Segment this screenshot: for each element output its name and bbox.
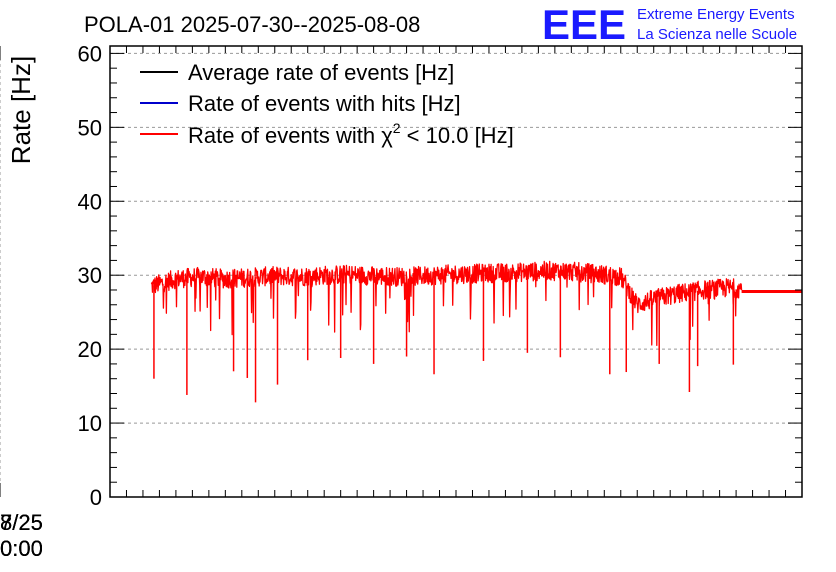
eee-logo: EEE Extreme Energy Events La Scienza nel… [542, 1, 797, 48]
logo-line2: La Scienza nelle Scuole [637, 26, 797, 43]
legend: Average rate of events [Hz] Rate of even… [140, 60, 514, 148]
gridlines [0, 46, 802, 497]
chart-title: POLA-01 2025-07-30--2025-08-08 [84, 12, 420, 37]
legend-label-hits: Rate of events with hits [Hz] [188, 91, 461, 116]
legend-label-chi2-post: < 10.0 [Hz] [401, 123, 514, 148]
x-tick-label-date: 07/08/25 [0, 510, 43, 535]
y-tick-label: 30 [78, 263, 102, 288]
legend-label-chi2: Rate of events with χ2 < 10.0 [Hz] [188, 120, 514, 148]
data-series [150, 260, 802, 403]
logo-mark: EEE [542, 1, 626, 48]
x-tick-label-time: 14:00:00 [0, 536, 43, 561]
x-tick-label-date: 04/08/25 [0, 510, 43, 535]
x-tick-label-time: 14:00:00 [0, 536, 43, 561]
y-tick-label: 50 [78, 115, 102, 140]
y-tick-label: 20 [78, 337, 102, 362]
axes [0, 45, 803, 498]
legend-label-chi2-sup: 2 [393, 120, 401, 136]
y-tick-label: 10 [78, 411, 102, 436]
y-tick-label: 60 [78, 41, 102, 66]
tick-labels: 0 10 20 30 40 50 60 31/07/2514:00:0004/08/2502:… [0, 41, 102, 561]
legend-label-average: Average rate of events [Hz] [188, 60, 454, 85]
x-tick-label-time: 02:00:00 [0, 536, 43, 561]
logo-line1: Extreme Energy Events [637, 6, 795, 23]
legend-label-chi2-pre: Rate of events with χ [188, 123, 393, 148]
y-tick-label: 40 [78, 189, 102, 214]
y-axis-label: Rate [Hz] [6, 56, 36, 164]
y-tick-label: 0 [90, 485, 102, 510]
series-line-chi2 [150, 260, 743, 347]
x-tick-label-date: 31/07/25 [0, 510, 43, 535]
